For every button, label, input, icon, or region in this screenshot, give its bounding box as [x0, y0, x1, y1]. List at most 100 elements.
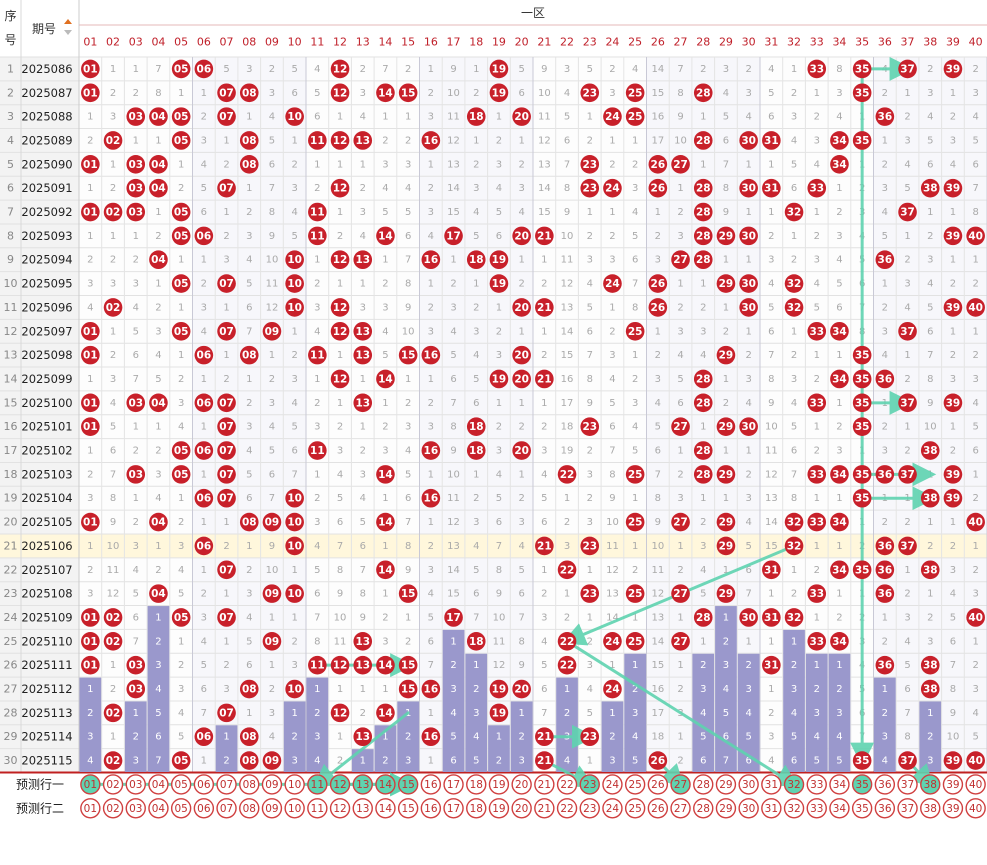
- prediction-ball[interactable]: [624, 774, 646, 795]
- prediction-ball[interactable]: [488, 774, 510, 795]
- prediction-ball[interactable]: [534, 798, 555, 819]
- prediction-ball[interactable]: [602, 774, 623, 795]
- prediction-ball[interactable]: [965, 774, 986, 795]
- prediction-ball[interactable]: [783, 774, 805, 795]
- prediction-ball[interactable]: [80, 798, 101, 819]
- miss-count: 7: [110, 469, 116, 480]
- prediction-ball[interactable]: [693, 774, 714, 795]
- prediction-ball[interactable]: [375, 798, 396, 819]
- prediction-ball[interactable]: [352, 798, 373, 819]
- prediction-ball[interactable]: [466, 798, 487, 819]
- prediction-ball[interactable]: [647, 798, 669, 819]
- prediction-ball[interactable]: [125, 774, 146, 795]
- prediction-ball[interactable]: [443, 798, 464, 819]
- prediction-ball[interactable]: [420, 774, 442, 795]
- prediction-ball[interactable]: [511, 798, 532, 819]
- prediction-ball[interactable]: [284, 798, 305, 819]
- prediction-ball[interactable]: [670, 774, 691, 795]
- prediction-ball[interactable]: [806, 798, 827, 819]
- prediction-ball[interactable]: [715, 798, 737, 819]
- prediction-ball[interactable]: [102, 798, 124, 819]
- prediction-ball[interactable]: [942, 774, 964, 795]
- prediction-ball[interactable]: [443, 774, 464, 795]
- prediction-ball[interactable]: [829, 774, 850, 795]
- prediction-ball[interactable]: [239, 774, 260, 795]
- prediction-ball[interactable]: [307, 798, 328, 819]
- prediction-ball[interactable]: [783, 798, 805, 819]
- prediction-ball[interactable]: [102, 774, 124, 795]
- prediction-ball[interactable]: [193, 774, 215, 795]
- drawn-ball: [807, 393, 827, 413]
- miss-count: 2: [814, 112, 820, 123]
- prediction-ball[interactable]: [829, 798, 850, 819]
- miss-count: 18: [651, 732, 664, 743]
- miss-count: 1: [337, 279, 343, 290]
- miss-count: 2: [723, 398, 729, 409]
- prediction-ball[interactable]: [761, 774, 782, 795]
- prediction-ball[interactable]: [920, 774, 941, 795]
- prediction-ball[interactable]: [397, 774, 419, 795]
- prediction-ball[interactable]: [874, 774, 896, 795]
- miss-count: 2: [178, 660, 184, 671]
- prediction-ball[interactable]: [897, 774, 918, 795]
- miss-count: 2: [632, 159, 638, 170]
- prediction-ball[interactable]: [942, 798, 964, 819]
- prediction-ball[interactable]: [715, 774, 737, 795]
- prediction-ball[interactable]: [352, 774, 373, 795]
- miss-count: 2: [314, 493, 320, 504]
- drawn-ball: [716, 465, 736, 484]
- prediction-ball[interactable]: [851, 774, 873, 795]
- prediction-ball[interactable]: [80, 774, 101, 795]
- prediction-ball[interactable]: [897, 798, 918, 819]
- miss-count: 3: [882, 183, 888, 194]
- prediction-ball[interactable]: [556, 774, 578, 795]
- prediction-ball[interactable]: [284, 774, 305, 795]
- prediction-ball[interactable]: [170, 774, 192, 795]
- prediction-ball-number: 07: [220, 803, 233, 815]
- miss-count: 7: [246, 326, 252, 337]
- prediction-ball[interactable]: [920, 798, 941, 819]
- miss-count: 3: [428, 326, 434, 337]
- prediction-ball[interactable]: [216, 798, 237, 819]
- prediction-ball[interactable]: [375, 774, 396, 795]
- prediction-ball[interactable]: [261, 798, 283, 819]
- miss-count: 10: [266, 255, 279, 266]
- prediction-ball[interactable]: [125, 798, 146, 819]
- column-number: 23: [583, 36, 597, 49]
- prediction-ball[interactable]: [806, 774, 827, 795]
- prediction-ball[interactable]: [488, 798, 510, 819]
- prediction-ball[interactable]: [534, 774, 555, 795]
- prediction-ball[interactable]: [261, 774, 283, 795]
- prediction-ball[interactable]: [148, 798, 169, 819]
- prediction-ball[interactable]: [738, 798, 759, 819]
- prediction-ball[interactable]: [420, 798, 442, 819]
- prediction-ball[interactable]: [579, 798, 600, 819]
- prediction-ball[interactable]: [397, 798, 419, 819]
- prediction-ball[interactable]: [466, 774, 487, 795]
- prediction-ball[interactable]: [851, 798, 873, 819]
- prediction-ball[interactable]: [647, 774, 669, 795]
- prediction-ball[interactable]: [693, 798, 714, 819]
- prediction-ball[interactable]: [239, 798, 260, 819]
- prediction-ball[interactable]: [874, 798, 896, 819]
- prediction-ball[interactable]: [307, 774, 328, 795]
- prediction-ball[interactable]: [329, 798, 351, 819]
- prediction-ball-number: 14: [379, 803, 393, 815]
- trend-line: [565, 639, 800, 788]
- miss-count: 4: [541, 636, 547, 647]
- prediction-ball[interactable]: [329, 774, 351, 795]
- prediction-ball[interactable]: [761, 798, 782, 819]
- prediction-ball[interactable]: [193, 798, 215, 819]
- prediction-ball[interactable]: [602, 798, 623, 819]
- prediction-ball[interactable]: [738, 774, 759, 795]
- prediction-ball[interactable]: [579, 774, 600, 795]
- prediction-ball[interactable]: [148, 774, 169, 795]
- prediction-ball[interactable]: [216, 774, 237, 795]
- miss-count: 5: [632, 446, 638, 457]
- prediction-ball[interactable]: [624, 798, 646, 819]
- prediction-ball[interactable]: [511, 774, 532, 795]
- prediction-ball[interactable]: [556, 798, 578, 819]
- prediction-ball[interactable]: [670, 798, 691, 819]
- prediction-ball[interactable]: [170, 798, 192, 819]
- prediction-ball[interactable]: [965, 798, 986, 819]
